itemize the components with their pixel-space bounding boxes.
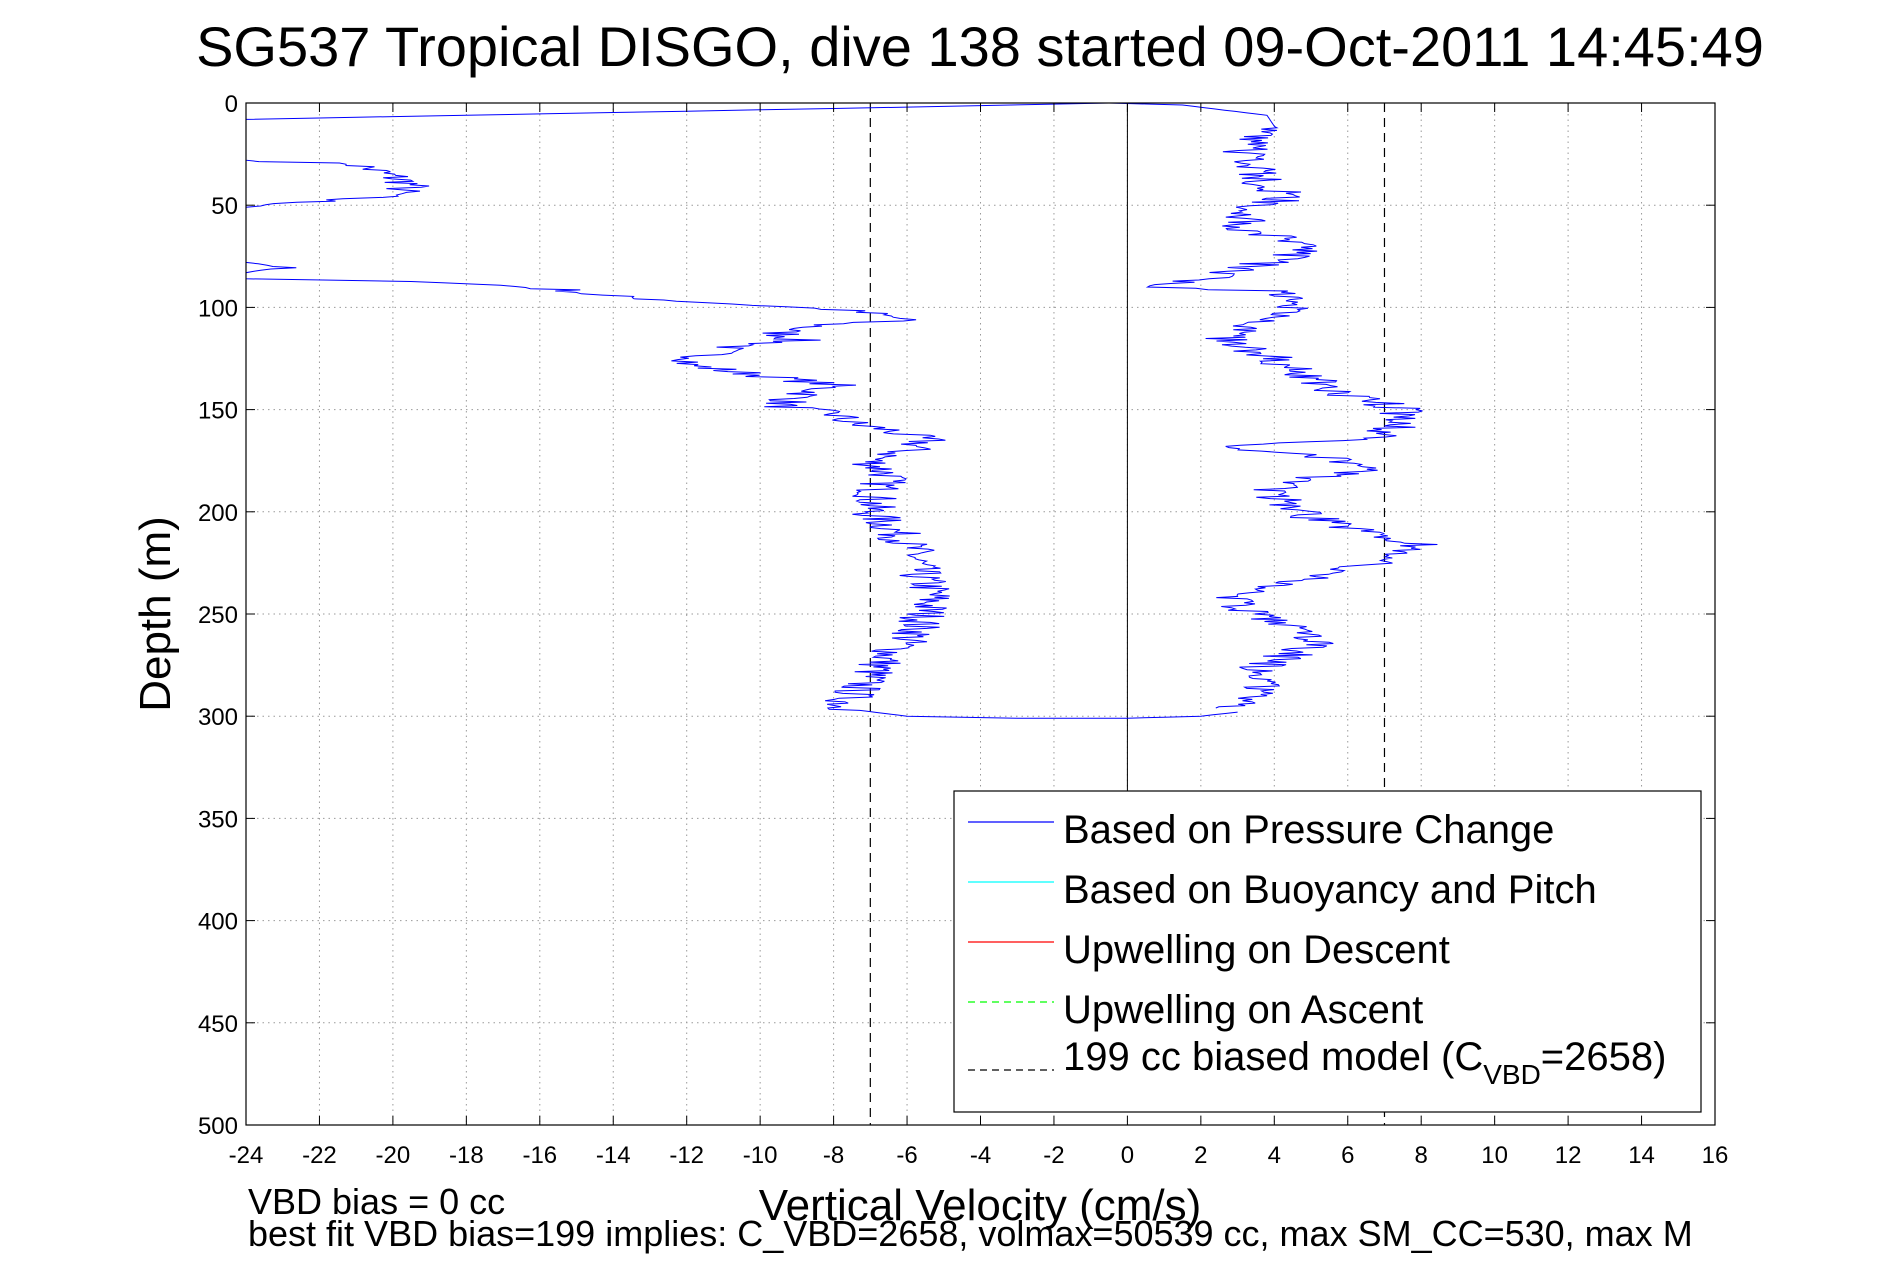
y-tick-label: 150 xyxy=(198,398,238,425)
x-tick-label: -14 xyxy=(596,1142,631,1169)
x-tick-label: 12 xyxy=(1555,1142,1582,1169)
legend-label-biased-model: 199 cc biased model (CVBD=2658) xyxy=(1063,1035,1666,1090)
legend-label-upwelling-descent: Upwelling on Descent xyxy=(1063,928,1450,972)
x-tick-label: -6 xyxy=(896,1142,917,1169)
x-tick-label: -24 xyxy=(229,1142,264,1169)
y-tick-label: 250 xyxy=(198,602,238,629)
y-tick-label: 200 xyxy=(198,500,238,527)
x-tick-label: -18 xyxy=(449,1142,484,1169)
y-tick-label: 450 xyxy=(198,1011,238,1038)
y-tick-label: 500 xyxy=(198,1113,238,1140)
y-tick-label: 100 xyxy=(198,295,238,322)
x-tick-label: -16 xyxy=(522,1142,557,1169)
x-tick-label: -2 xyxy=(1043,1142,1064,1169)
x-tick-label: 16 xyxy=(1702,1142,1729,1169)
y-tick-label: 50 xyxy=(211,193,238,220)
y-axis-ticks: 0 50 100 150 200 250 300 350 400 450 500 xyxy=(198,91,1715,1140)
chart-title: SG537 Tropical DISGO, dive 138 started 0… xyxy=(196,15,1764,78)
legend-label-pressure-change: Based on Pressure Change xyxy=(1063,808,1554,852)
x-tick-label: -4 xyxy=(970,1142,991,1169)
series-pressure-change-ascent xyxy=(1108,102,1438,709)
x-axis-label: Vertical Velocity (cm/s) xyxy=(759,1181,1202,1230)
legend-label-upwelling-ascent: Upwelling on Ascent xyxy=(1063,988,1423,1032)
y-tick-label: 350 xyxy=(198,806,238,833)
x-tick-label: 6 xyxy=(1341,1142,1354,1169)
x-tick-label: -22 xyxy=(302,1142,337,1169)
x-axis-ticks: -24 -22 -20 -18 -16 -14 -12 -10 -8 -6 -4 -2 0 2 4 6 8 10 1… xyxy=(229,103,1729,1169)
x-tick-label: -12 xyxy=(669,1142,704,1169)
x-tick-label: -10 xyxy=(743,1142,778,1169)
footnote-vbd-bias: VBD bias = 0 cc xyxy=(248,1181,506,1222)
legend-label-biased-model-tail: =2658) xyxy=(1541,1035,1667,1079)
x-tick-label: -8 xyxy=(823,1142,844,1169)
x-tick-label: -20 xyxy=(376,1142,411,1169)
footnote-best-fit: best fit VBD bias=199 implies: C_VBD=265… xyxy=(248,1213,1693,1254)
x-tick-label: 14 xyxy=(1628,1142,1655,1169)
x-tick-label: 8 xyxy=(1415,1142,1428,1169)
y-tick-label: 400 xyxy=(198,909,238,936)
y-axis-label: Depth (m) xyxy=(131,516,180,712)
y-tick-label: 0 xyxy=(225,91,238,118)
x-tick-label: 0 xyxy=(1121,1142,1134,1169)
legend-box xyxy=(953,790,1702,1113)
legend-label-biased-model-sub: VBD xyxy=(1483,1059,1541,1090)
legend: Based on Pressure Change Based on Buoyan… xyxy=(953,790,1702,1113)
x-tick-label: 4 xyxy=(1268,1142,1281,1169)
model-layer xyxy=(869,103,1386,1125)
legend-label-buoyancy-pitch: Based on Buoyancy and Pitch xyxy=(1063,868,1597,912)
y-tick-label: 300 xyxy=(198,704,238,731)
x-tick-label: 2 xyxy=(1194,1142,1207,1169)
x-tick-label: 10 xyxy=(1481,1142,1508,1169)
legend-label-biased-model-main: 199 cc biased model (C xyxy=(1063,1035,1483,1079)
